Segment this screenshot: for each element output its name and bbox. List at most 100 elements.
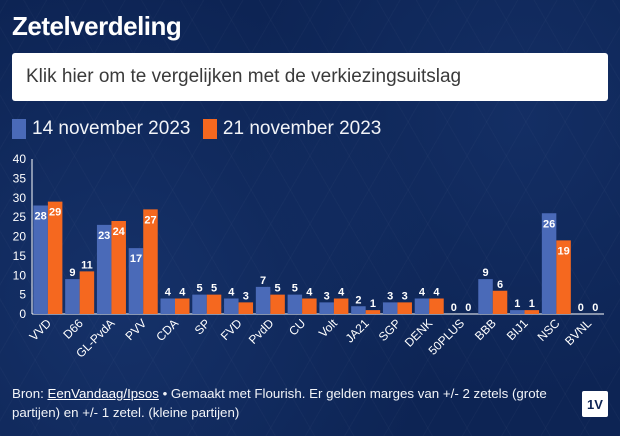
- bar-nov14: [255, 286, 271, 314]
- x-tick-label: BBB: [472, 316, 499, 343]
- legend-label: 21 november 2023: [222, 118, 382, 139]
- bar-nov14: [382, 302, 398, 314]
- bar-nov21: [111, 221, 126, 314]
- x-tick-label: NSC: [535, 316, 563, 344]
- data-label: 4: [165, 287, 172, 299]
- footer-prefix: Bron:: [12, 386, 48, 401]
- bar-nov21: [175, 298, 190, 314]
- data-label: 24: [113, 226, 126, 238]
- data-label: 3: [387, 290, 393, 302]
- data-label: 0: [592, 302, 598, 314]
- legend-swatch-orange: [202, 119, 217, 139]
- y-tick-label: 15: [13, 249, 27, 263]
- data-label: 5: [292, 283, 298, 295]
- bar-nov21: [270, 294, 285, 314]
- data-label: 2: [355, 294, 361, 306]
- x-tick-label: Volt: [316, 316, 341, 341]
- data-label: 9: [69, 267, 75, 279]
- legend-item-series-1[interactable]: 14 november 2023: [12, 118, 190, 140]
- bar-nov21: [79, 271, 95, 314]
- bar-nov21: [206, 294, 222, 314]
- bar-nov14: [510, 310, 525, 314]
- x-tick-label: CDA: [153, 316, 181, 344]
- data-label: 5: [196, 283, 202, 295]
- legend-label: 14 november 2023: [32, 118, 191, 139]
- data-label: 4: [419, 287, 426, 299]
- y-tick-label: 0: [19, 307, 26, 321]
- bar-nov21: [143, 209, 158, 314]
- data-label: 5: [275, 283, 281, 295]
- data-label: 28: [35, 211, 47, 223]
- bar-nov21: [365, 310, 381, 314]
- x-tick-label: CU: [286, 316, 308, 338]
- bar-nov21: [492, 290, 508, 314]
- bar-nov14: [224, 298, 239, 314]
- y-tick-label: 20: [13, 230, 27, 244]
- data-label: 0: [451, 302, 457, 314]
- data-label: 7: [260, 275, 266, 287]
- x-tick-label: JA21: [343, 316, 372, 345]
- y-tick-label: 30: [13, 191, 27, 205]
- y-tick-label: 40: [13, 152, 27, 166]
- source-link[interactable]: EenVandaag/Ipsos: [47, 386, 159, 401]
- x-tick-label: PVV: [122, 316, 149, 343]
- chart-legend: 14 november 2023 21 november 2023: [12, 118, 389, 144]
- x-tick-label: SP: [192, 316, 213, 337]
- data-label: 19: [557, 245, 569, 257]
- x-tick-label: SGP: [376, 316, 404, 344]
- bar-nov14: [319, 302, 334, 314]
- data-label: 0: [578, 302, 584, 314]
- data-label: 29: [49, 207, 61, 219]
- bar-nov21: [333, 298, 349, 314]
- bar-nov14: [96, 224, 112, 314]
- data-label: 5: [211, 283, 217, 295]
- bar-nov14: [287, 294, 303, 314]
- compare-results-button[interactable]: Klik hier om te vergelijken met de verki…: [12, 53, 608, 101]
- data-label: 1: [529, 298, 535, 310]
- data-label: 26: [543, 218, 555, 230]
- page-title: Zetelverdeling: [12, 11, 182, 41]
- data-label: 3: [402, 290, 408, 302]
- y-tick-label: 5: [19, 288, 26, 302]
- data-label: 11: [81, 259, 93, 271]
- x-tick-label: 50PLUS: [426, 316, 468, 358]
- bar-nov21: [238, 302, 254, 314]
- data-label: 0: [465, 302, 471, 314]
- legend-swatch-blue: [12, 119, 26, 139]
- bar-nov14: [33, 205, 48, 314]
- data-label: 9: [482, 267, 488, 279]
- data-label: 4: [433, 287, 440, 299]
- bar-nov14: [128, 248, 144, 314]
- data-label: 4: [306, 287, 313, 299]
- bar-nov21: [47, 201, 63, 314]
- brand-logo: 1V: [582, 391, 608, 417]
- bar-nov14: [65, 279, 80, 314]
- bar-nov21: [429, 298, 444, 314]
- bar-nov14: [192, 294, 207, 314]
- data-label: 4: [179, 287, 186, 299]
- x-tick-label: FVD: [218, 316, 245, 343]
- bar-nov21: [397, 302, 412, 314]
- data-label: 3: [243, 290, 249, 302]
- data-label: 3: [324, 290, 330, 302]
- legend-item-series-2[interactable]: 21 november 2023: [202, 118, 382, 140]
- bar-nov14: [478, 279, 493, 314]
- x-tick-label: BVNL: [562, 316, 594, 348]
- x-tick-label: D66: [60, 316, 86, 342]
- x-tick-label: VVD: [27, 316, 55, 344]
- data-label: 1: [514, 298, 520, 310]
- y-tick-label: 10: [13, 268, 27, 282]
- source-footer: Bron: EenVandaag/Ipsos • Gemaakt met Flo…: [12, 384, 557, 422]
- x-tick-label: BIJ1: [504, 316, 531, 343]
- bar-nov21: [524, 310, 540, 314]
- data-label: 1: [370, 298, 376, 310]
- y-tick-label: 25: [13, 210, 27, 224]
- footer-text: • Gemaakt met Flourish. Er gelden marges…: [12, 386, 547, 420]
- bar-nov14: [541, 213, 557, 314]
- bar-nov14: [160, 298, 175, 314]
- bar-nov14: [351, 306, 366, 314]
- bar-nov21: [302, 298, 317, 314]
- data-label: 27: [144, 214, 156, 226]
- bar-nov21: [556, 240, 571, 314]
